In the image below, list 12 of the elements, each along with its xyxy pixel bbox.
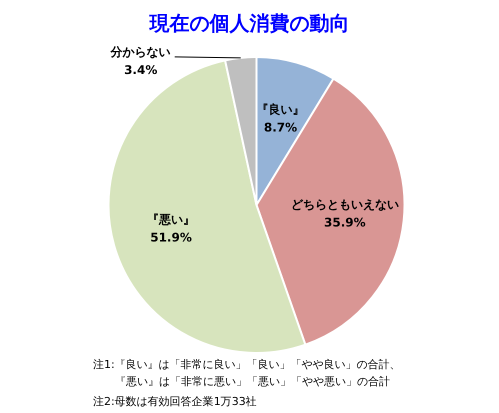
text: 注1:『良い』は「非常に良い」「良い」「やや良い」の合計、 [93, 357, 401, 373]
slice-label: どちらともいえない [290, 197, 399, 212]
data-label: 35.9% [324, 215, 366, 230]
slice-label: 分からない [110, 44, 171, 59]
text: 『悪い』は「非常に悪い」「悪い」「やや悪い」の合計 [114, 374, 391, 390]
text: 注2:母数は有効回答企業1万33社 [93, 394, 258, 410]
slice-label: 『良い』 [256, 102, 304, 117]
data-label: 8.7% [264, 120, 298, 135]
chart-title: 現在の個人消費の動向 [148, 10, 350, 37]
data-label: 51.9% [150, 230, 192, 244]
data-label: 3.4% [124, 62, 158, 77]
slice-label: 『悪い』 [147, 212, 196, 226]
